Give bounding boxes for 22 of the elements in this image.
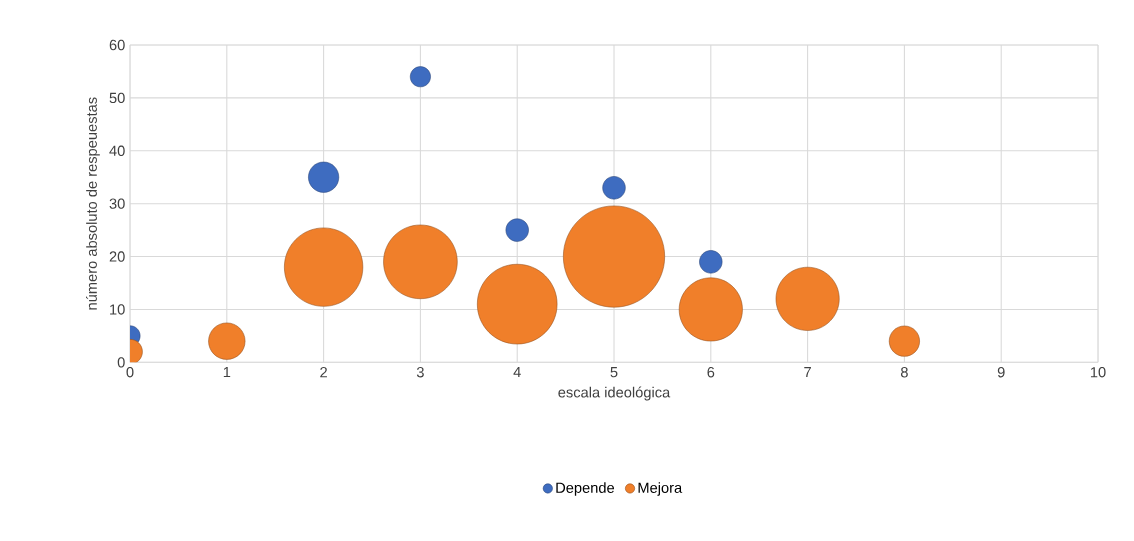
y-tick-label: 30 xyxy=(109,198,125,209)
y-tick-label: 60 xyxy=(109,39,125,51)
x-tick-label: 7 xyxy=(804,367,811,378)
y-tick-label: 0 xyxy=(117,357,125,368)
x-tick-label: 1 xyxy=(223,367,231,378)
x-tick-label: 2 xyxy=(320,367,327,378)
legend-label: Depende xyxy=(556,482,615,496)
legend-label: Mejora xyxy=(638,482,683,496)
x-tick-label: 10 xyxy=(1090,367,1106,378)
y-tick-label: 40 xyxy=(109,145,125,156)
x-axis-title: escala ideológica xyxy=(558,386,671,401)
x-tick-label: 0 xyxy=(126,367,134,378)
y-tick-label: 10 xyxy=(110,304,125,315)
x-tick-label: 3 xyxy=(416,367,424,378)
y-tick-label: 50 xyxy=(109,92,125,104)
x-tick-label: 5 xyxy=(610,367,618,378)
x-tick-label: 6 xyxy=(707,367,715,378)
x-tick-label: 9 xyxy=(997,367,1005,378)
y-axis-title: número absoluto de respeuestas xyxy=(86,97,100,310)
x-tick-label: 8 xyxy=(900,367,908,378)
y-tick-label: 20 xyxy=(109,251,125,262)
x-tick-label: 4 xyxy=(513,367,521,378)
